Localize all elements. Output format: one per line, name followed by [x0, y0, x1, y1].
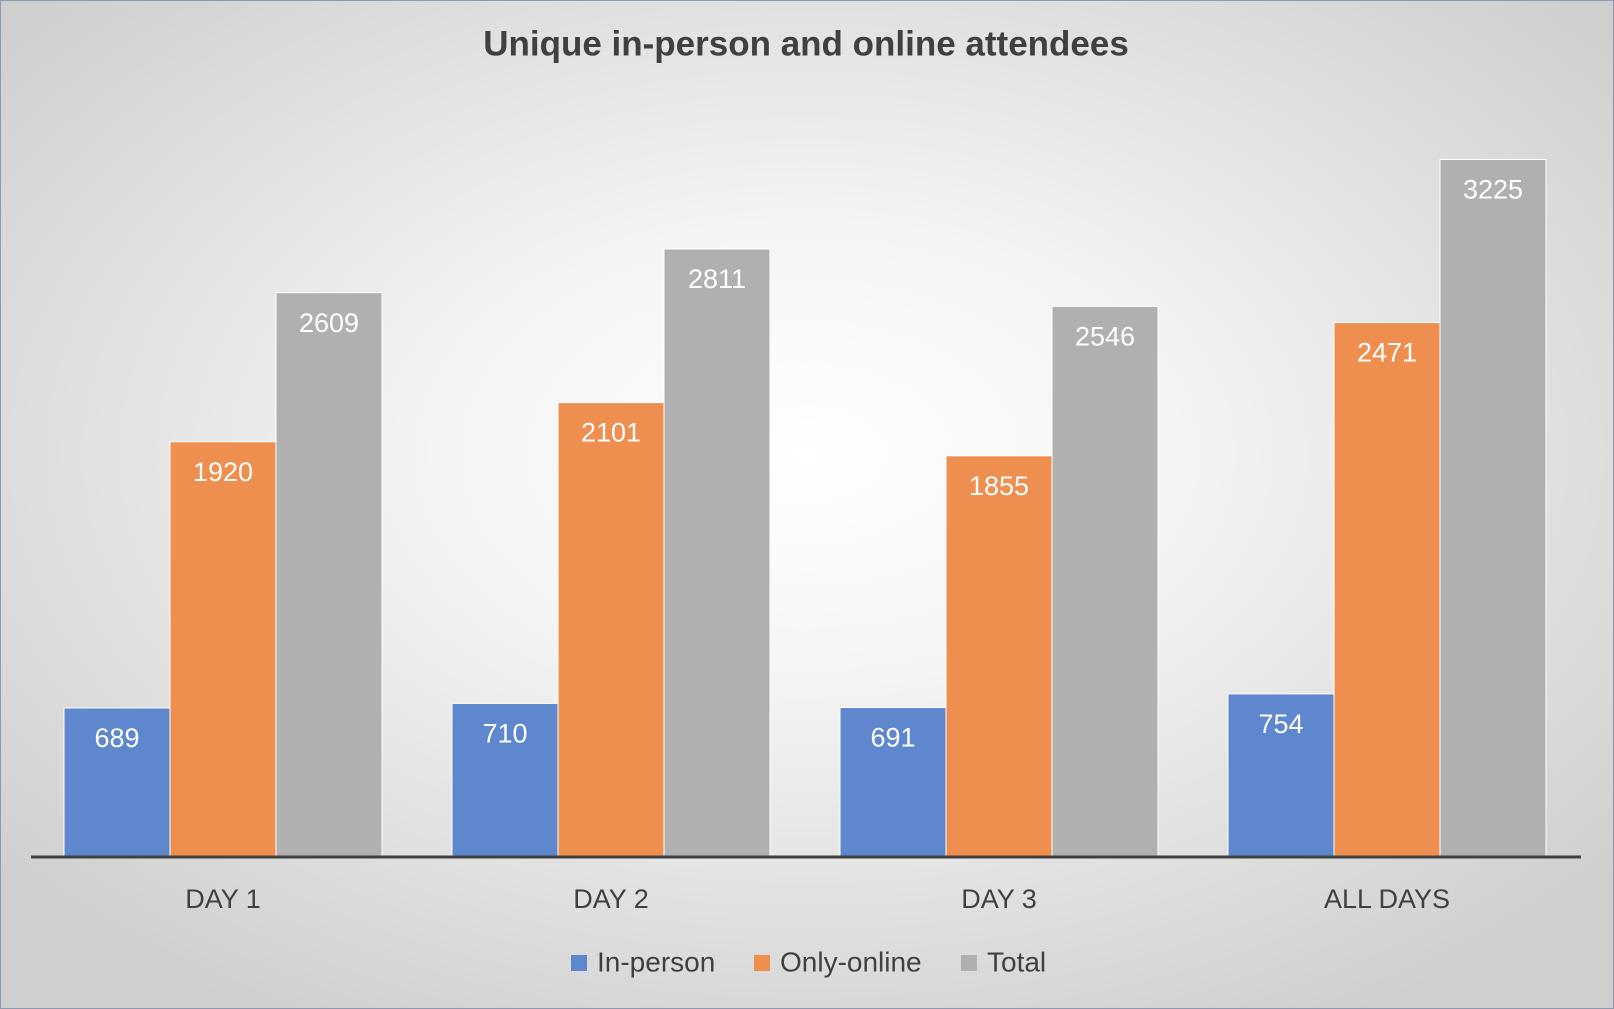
data-label: 689 — [94, 723, 139, 753]
data-label: 2811 — [688, 264, 746, 294]
bar — [663, 248, 771, 858]
data-label: 754 — [1258, 709, 1303, 739]
legend-swatch — [961, 955, 977, 971]
data-label: 710 — [482, 719, 527, 749]
bar — [1333, 322, 1441, 858]
bar — [839, 707, 947, 858]
data-label: 2471 — [1357, 338, 1417, 368]
data-label: 2546 — [1075, 321, 1135, 351]
legend-swatch — [754, 955, 770, 971]
bar — [557, 402, 665, 858]
x-tick-label: DAY 2 — [573, 884, 649, 914]
legend-label: Only-online — [780, 946, 922, 977]
legend-label: Total — [987, 946, 1046, 977]
bar — [63, 707, 171, 858]
bar — [451, 702, 559, 858]
x-tick-label: DAY 1 — [185, 884, 261, 914]
x-tick-label: ALL DAYS — [1324, 884, 1450, 914]
data-label: 3225 — [1463, 175, 1523, 205]
bar — [1439, 158, 1547, 858]
data-label: 1855 — [969, 471, 1029, 501]
legend-label: In-person — [597, 946, 715, 977]
data-label: 2101 — [581, 418, 641, 448]
data-label: 691 — [870, 723, 915, 753]
x-tick-label: DAY 3 — [961, 884, 1037, 914]
legend-swatch — [571, 955, 587, 971]
chart-title: Unique in-person and online attendees — [483, 24, 1129, 63]
bar — [169, 441, 277, 858]
bar — [1051, 305, 1159, 858]
data-label: 2609 — [299, 308, 359, 338]
bar — [1227, 693, 1335, 858]
bar — [275, 292, 383, 858]
bar — [945, 455, 1053, 858]
data-label: 1920 — [193, 457, 253, 487]
